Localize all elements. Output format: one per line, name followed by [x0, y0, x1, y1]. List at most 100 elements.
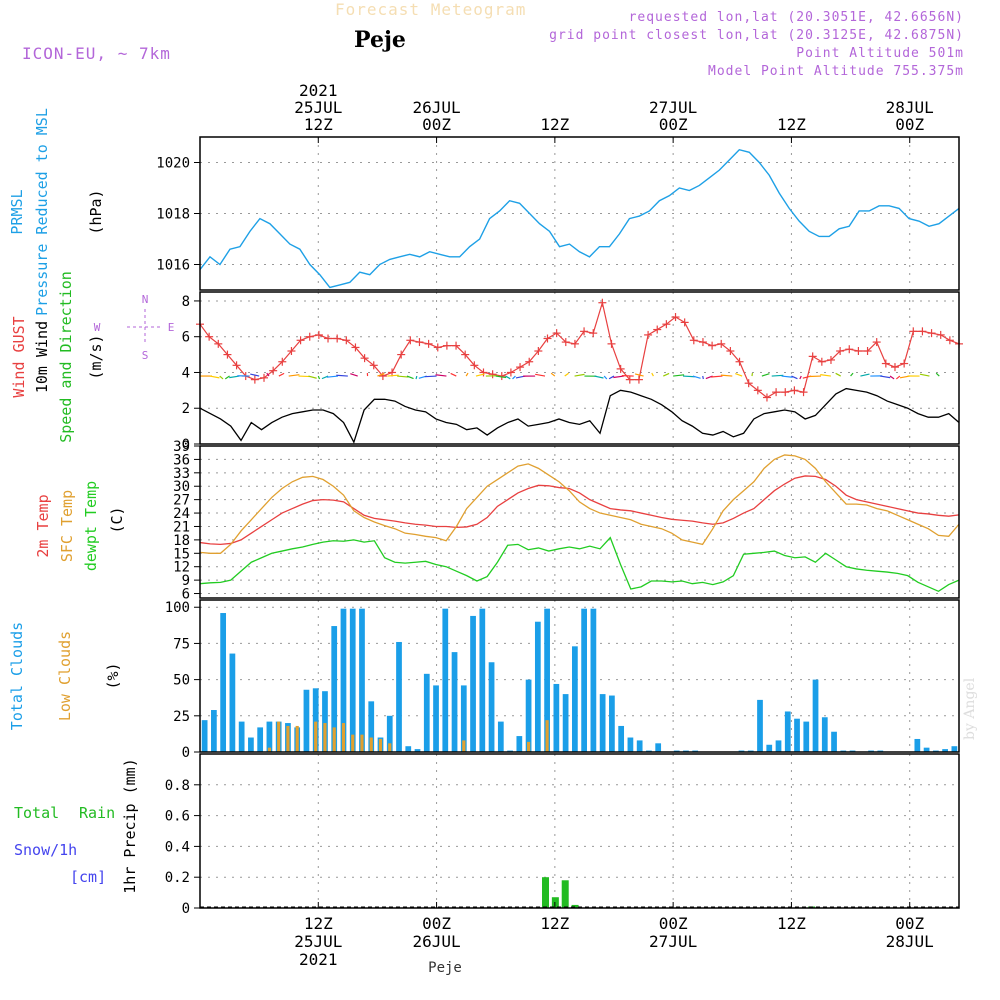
gust-marker [625, 375, 634, 384]
pressure-ytick-label: 1016 [156, 258, 190, 274]
gust-marker [488, 370, 497, 379]
wind10m-line [199, 387, 960, 444]
total-cloud-bar [821, 717, 828, 752]
total-cloud-bar [757, 699, 763, 752]
gust-marker [744, 379, 753, 388]
wind-direction-arrow [634, 373, 644, 377]
total-cloud-bar [942, 749, 948, 752]
low-cloud-bar [360, 734, 364, 752]
top-time-label: 26JUL [412, 98, 460, 117]
wind-direction-arrow [224, 375, 230, 380]
wind-direction-arrow [219, 375, 224, 380]
wind-direction-arrow [771, 374, 784, 377]
total-cloud-bar [257, 727, 264, 752]
precip-ytick-label: 0.2 [165, 870, 190, 886]
total-cloud-bar [525, 679, 532, 752]
temperature-ytick-label: 18 [173, 533, 190, 549]
temperature-ytick-label: 6 [182, 587, 190, 603]
total-cloud-bar [433, 685, 439, 752]
precip-ytick-label: 0 [182, 901, 190, 917]
top-time-label: 27JUL [649, 98, 697, 117]
total-cloud-bar [572, 646, 578, 752]
dewpt-line [199, 536, 960, 593]
gust-marker [232, 361, 241, 370]
wind-direction-arrow [209, 375, 220, 379]
temperature-axis-label: SFC Temp [58, 490, 76, 562]
gust-marker [671, 313, 680, 322]
temperature-axis-label: (C) [108, 506, 126, 533]
wind-direction-arrow [720, 374, 733, 377]
panel-frame-temperature [199, 445, 960, 599]
gust-marker [461, 350, 470, 359]
gust-marker [543, 334, 552, 343]
gust-marker [644, 330, 653, 339]
clouds-axis-label: Total Clouds [8, 622, 26, 730]
bottom-time-label: 2021 [299, 950, 338, 969]
precip-ytick-label: 0.4 [165, 839, 190, 855]
gust-marker [314, 330, 323, 339]
gust-marker [808, 352, 817, 361]
wind-direction-arrow [336, 374, 348, 377]
wind-direction-arrow [564, 372, 569, 377]
gust-marker [278, 357, 287, 366]
gust-marker [406, 336, 415, 345]
gust-marker [689, 336, 698, 345]
bottom-time-label: 25JUL [294, 932, 342, 951]
gust-marker [433, 343, 442, 352]
low-cloud-bar [378, 738, 383, 752]
total-cloud-bar [655, 743, 662, 752]
total-cloud-bar [599, 694, 606, 752]
compass-rose [127, 309, 163, 345]
wind-direction-arrow [350, 373, 358, 377]
gust-marker [708, 341, 717, 350]
chart-title: Forecast Meteogram [335, 0, 527, 19]
gust-marker [360, 354, 369, 363]
temperature-ytick-label: 27 [173, 493, 190, 509]
total-cloud-bar [312, 688, 319, 752]
total-cloud-bar [951, 746, 958, 752]
total-cloud-bar [396, 641, 402, 752]
total-cloud-bar [618, 725, 625, 752]
gust-marker [717, 339, 726, 348]
clouds-axis-label: (%) [104, 662, 122, 689]
total-cloud-bar [220, 613, 227, 752]
total-cloud-bar [349, 608, 356, 752]
low-cloud-bar [295, 725, 299, 752]
total-cloud-bar [775, 740, 782, 752]
wind-direction-arrow [415, 375, 418, 380]
compass-s: S [142, 349, 149, 362]
bottom-time-label: 27JUL [649, 932, 697, 951]
temperature-axis-label: 2m Temp [34, 494, 52, 557]
bottom-time-label: 28JUL [886, 932, 934, 951]
total-cloud-bar [544, 608, 550, 752]
total-cloud-bar [923, 747, 930, 752]
bottom-time-label: 26JUL [412, 932, 460, 951]
gust-marker [836, 347, 845, 356]
gust-marker [781, 388, 790, 397]
temperature-ytick-label: 15 [173, 546, 190, 562]
wind-direction-arrow [288, 374, 300, 377]
gust-marker [424, 339, 433, 348]
gust-marker [479, 368, 488, 377]
wind-direction-arrow [550, 372, 556, 377]
bottom-time-label: 12Z [304, 914, 333, 933]
gust-marker [534, 347, 543, 356]
gust-marker [845, 345, 854, 354]
total-cloud-bar [331, 626, 338, 752]
bottom-time-label: 12Z [777, 914, 806, 933]
temperature-ytick-label: 30 [173, 479, 190, 495]
wind-direction-arrow [574, 373, 585, 377]
top-time-label: 25JUL [294, 98, 342, 117]
gust-marker [442, 341, 451, 350]
wind-direction-arrow [505, 375, 511, 380]
clouds-ytick-label: 75 [173, 636, 190, 652]
gust-marker [927, 329, 936, 338]
gust-marker [525, 357, 534, 366]
low-cloud-bar [323, 723, 327, 752]
gust-marker [909, 327, 918, 336]
wind-direction-arrow [465, 372, 469, 377]
total-cloud-bar [414, 749, 421, 752]
rain-bar [542, 877, 549, 908]
gust-marker [561, 338, 570, 347]
